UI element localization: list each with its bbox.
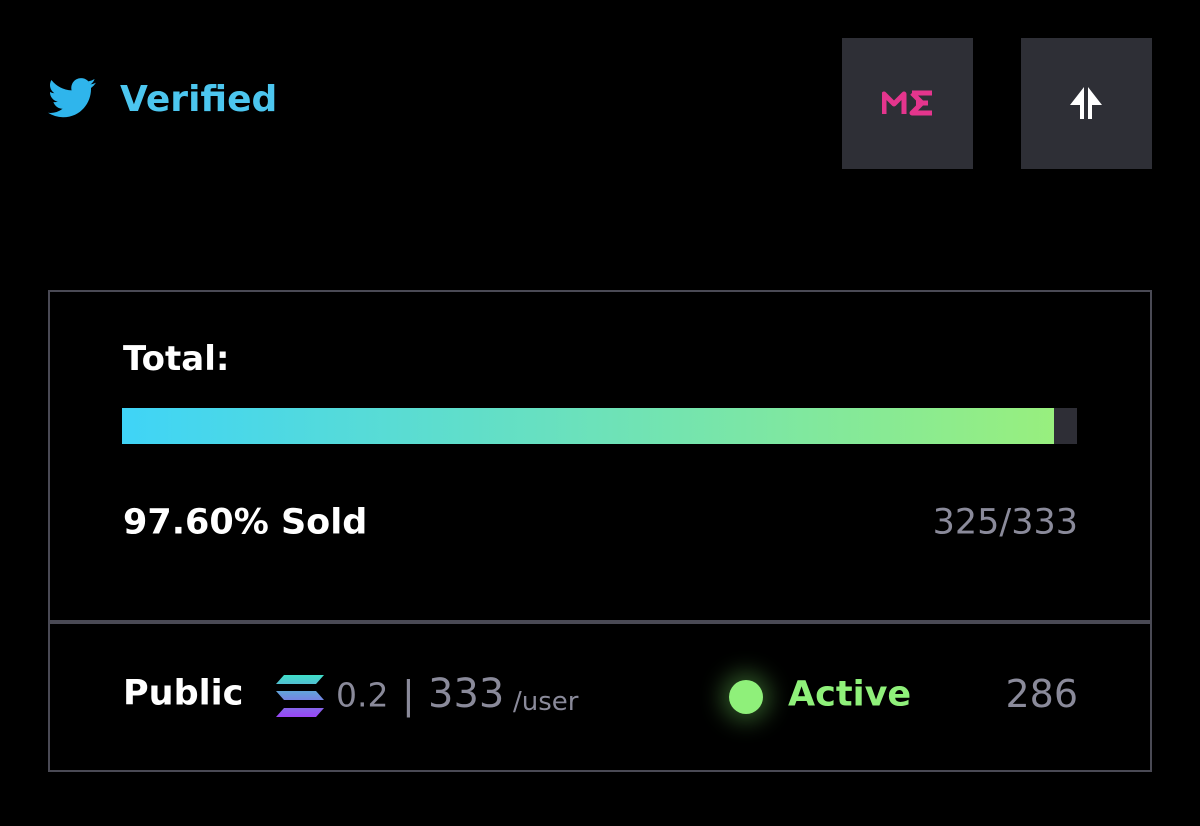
twitter-icon	[48, 78, 96, 118]
marketplace-button[interactable]	[1021, 38, 1152, 169]
phase-name: Public	[123, 673, 244, 714]
price: 0.2	[336, 675, 389, 715]
separator: |	[402, 673, 415, 717]
phase-count: 286	[1005, 672, 1078, 716]
total-panel: Total: 97.60% Sold 325/333	[48, 290, 1152, 624]
limit: 333	[428, 671, 505, 717]
status-dot	[729, 680, 763, 714]
magic-eden-logo	[882, 90, 932, 116]
arrows-logo	[1070, 87, 1102, 119]
total-label: Total:	[123, 339, 230, 379]
solana-icon	[276, 675, 324, 717]
phase-panel: Public 0.2 | 333 /user Active 286	[48, 620, 1152, 772]
verified-label: Verified	[120, 79, 278, 120]
status: Active	[788, 674, 912, 715]
limit-unit: /user	[513, 687, 579, 717]
progress-fill	[122, 408, 1055, 444]
sold-label: 97.60% Sold	[123, 502, 368, 543]
sold-count: 325/333	[932, 502, 1078, 543]
magic-eden-button[interactable]	[842, 38, 973, 169]
progress-track	[122, 408, 1077, 444]
